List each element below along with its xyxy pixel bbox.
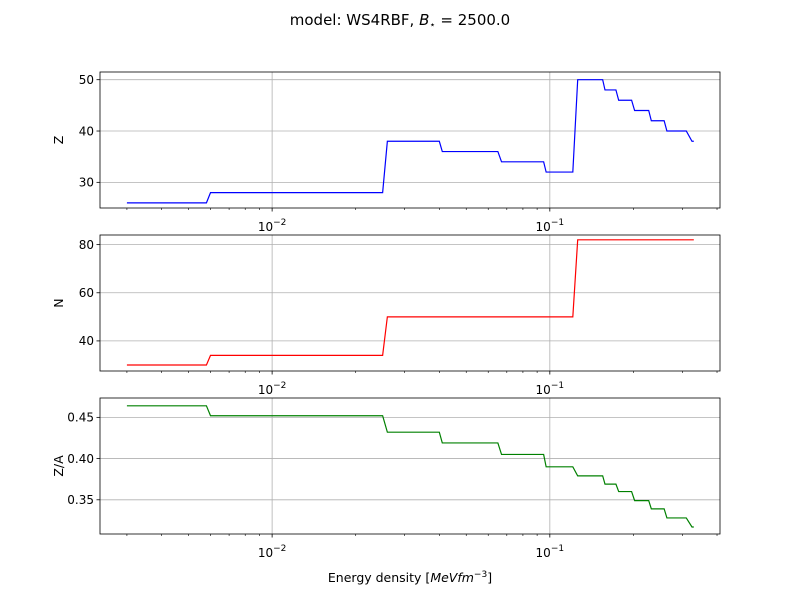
series-line-n <box>126 239 694 366</box>
x-tick-label-exponent: −1 <box>551 218 564 228</box>
figure-title-prefix: model: WS4RBF, <box>290 11 419 29</box>
x-axis-label-exp: −3 <box>474 570 487 580</box>
y-tick-label: 80 <box>79 238 94 252</box>
x-tick-label-exponent: −1 <box>551 381 564 391</box>
x-tick-label-base: 10 <box>258 220 273 234</box>
figure-title: model: WS4RBF, B⋆ = 2500.0 <box>290 11 510 31</box>
y-axis-label-n: N <box>51 298 66 307</box>
axes-frame <box>99 234 721 372</box>
x-tick-label-exponent: −2 <box>273 381 286 391</box>
x-tick-label-exponent: −2 <box>273 544 286 554</box>
figure-title-var: B <box>419 11 429 29</box>
x-tick-label-exponent: −1 <box>551 544 564 554</box>
x-tick-label-base: 10 <box>258 546 273 560</box>
x-tick-label-base: 10 <box>536 546 551 560</box>
y-tick-label: 0.35 <box>67 493 94 507</box>
x-axis-label-prefix: Energy density [ <box>328 570 430 585</box>
x-tick-label-base: 10 <box>258 383 273 397</box>
x-tick-label: 10−1 <box>536 218 565 234</box>
x-tick-label: 10−2 <box>258 544 287 560</box>
x-tick-label-base: 10 <box>536 220 551 234</box>
x-tick-label: 10−2 <box>258 381 287 397</box>
y-tick-label: 40 <box>79 334 94 348</box>
y-tick-label: 0.40 <box>67 452 94 466</box>
x-tick-label: 10−1 <box>536 381 565 397</box>
axes-frame <box>99 397 721 535</box>
x-axis-label: Energy density [MeVfm−3] <box>328 570 492 585</box>
series-line-z <box>126 79 694 204</box>
y-tick-label: 40 <box>79 124 94 138</box>
y-tick-label: 30 <box>79 176 94 190</box>
axes-frame <box>99 71 721 209</box>
x-axis-label-suffix: ] <box>487 570 492 585</box>
y-axis-label-z-over-a: Z/A <box>51 455 66 477</box>
subplot-z-over-a: 10−2 10−10.350.400.45Z/A <box>51 397 721 560</box>
series-line-z-over-a <box>126 405 694 528</box>
x-axis-label-math: MeVfm <box>430 570 474 585</box>
x-tick-label-exponent: −2 <box>273 218 286 228</box>
y-axis-label-z: Z <box>51 136 66 145</box>
y-tick-label: 50 <box>79 73 94 87</box>
y-tick-label: 60 <box>79 286 94 300</box>
x-tick-label-base: 10 <box>536 383 551 397</box>
x-tick-label: 10−2 <box>258 218 287 234</box>
x-tick-label: 10−1 <box>536 544 565 560</box>
figure-title-suffix: = 2500.0 <box>436 11 511 29</box>
y-tick-label: 0.45 <box>67 411 94 425</box>
figure-title-sub: ⋆ <box>429 20 435 31</box>
